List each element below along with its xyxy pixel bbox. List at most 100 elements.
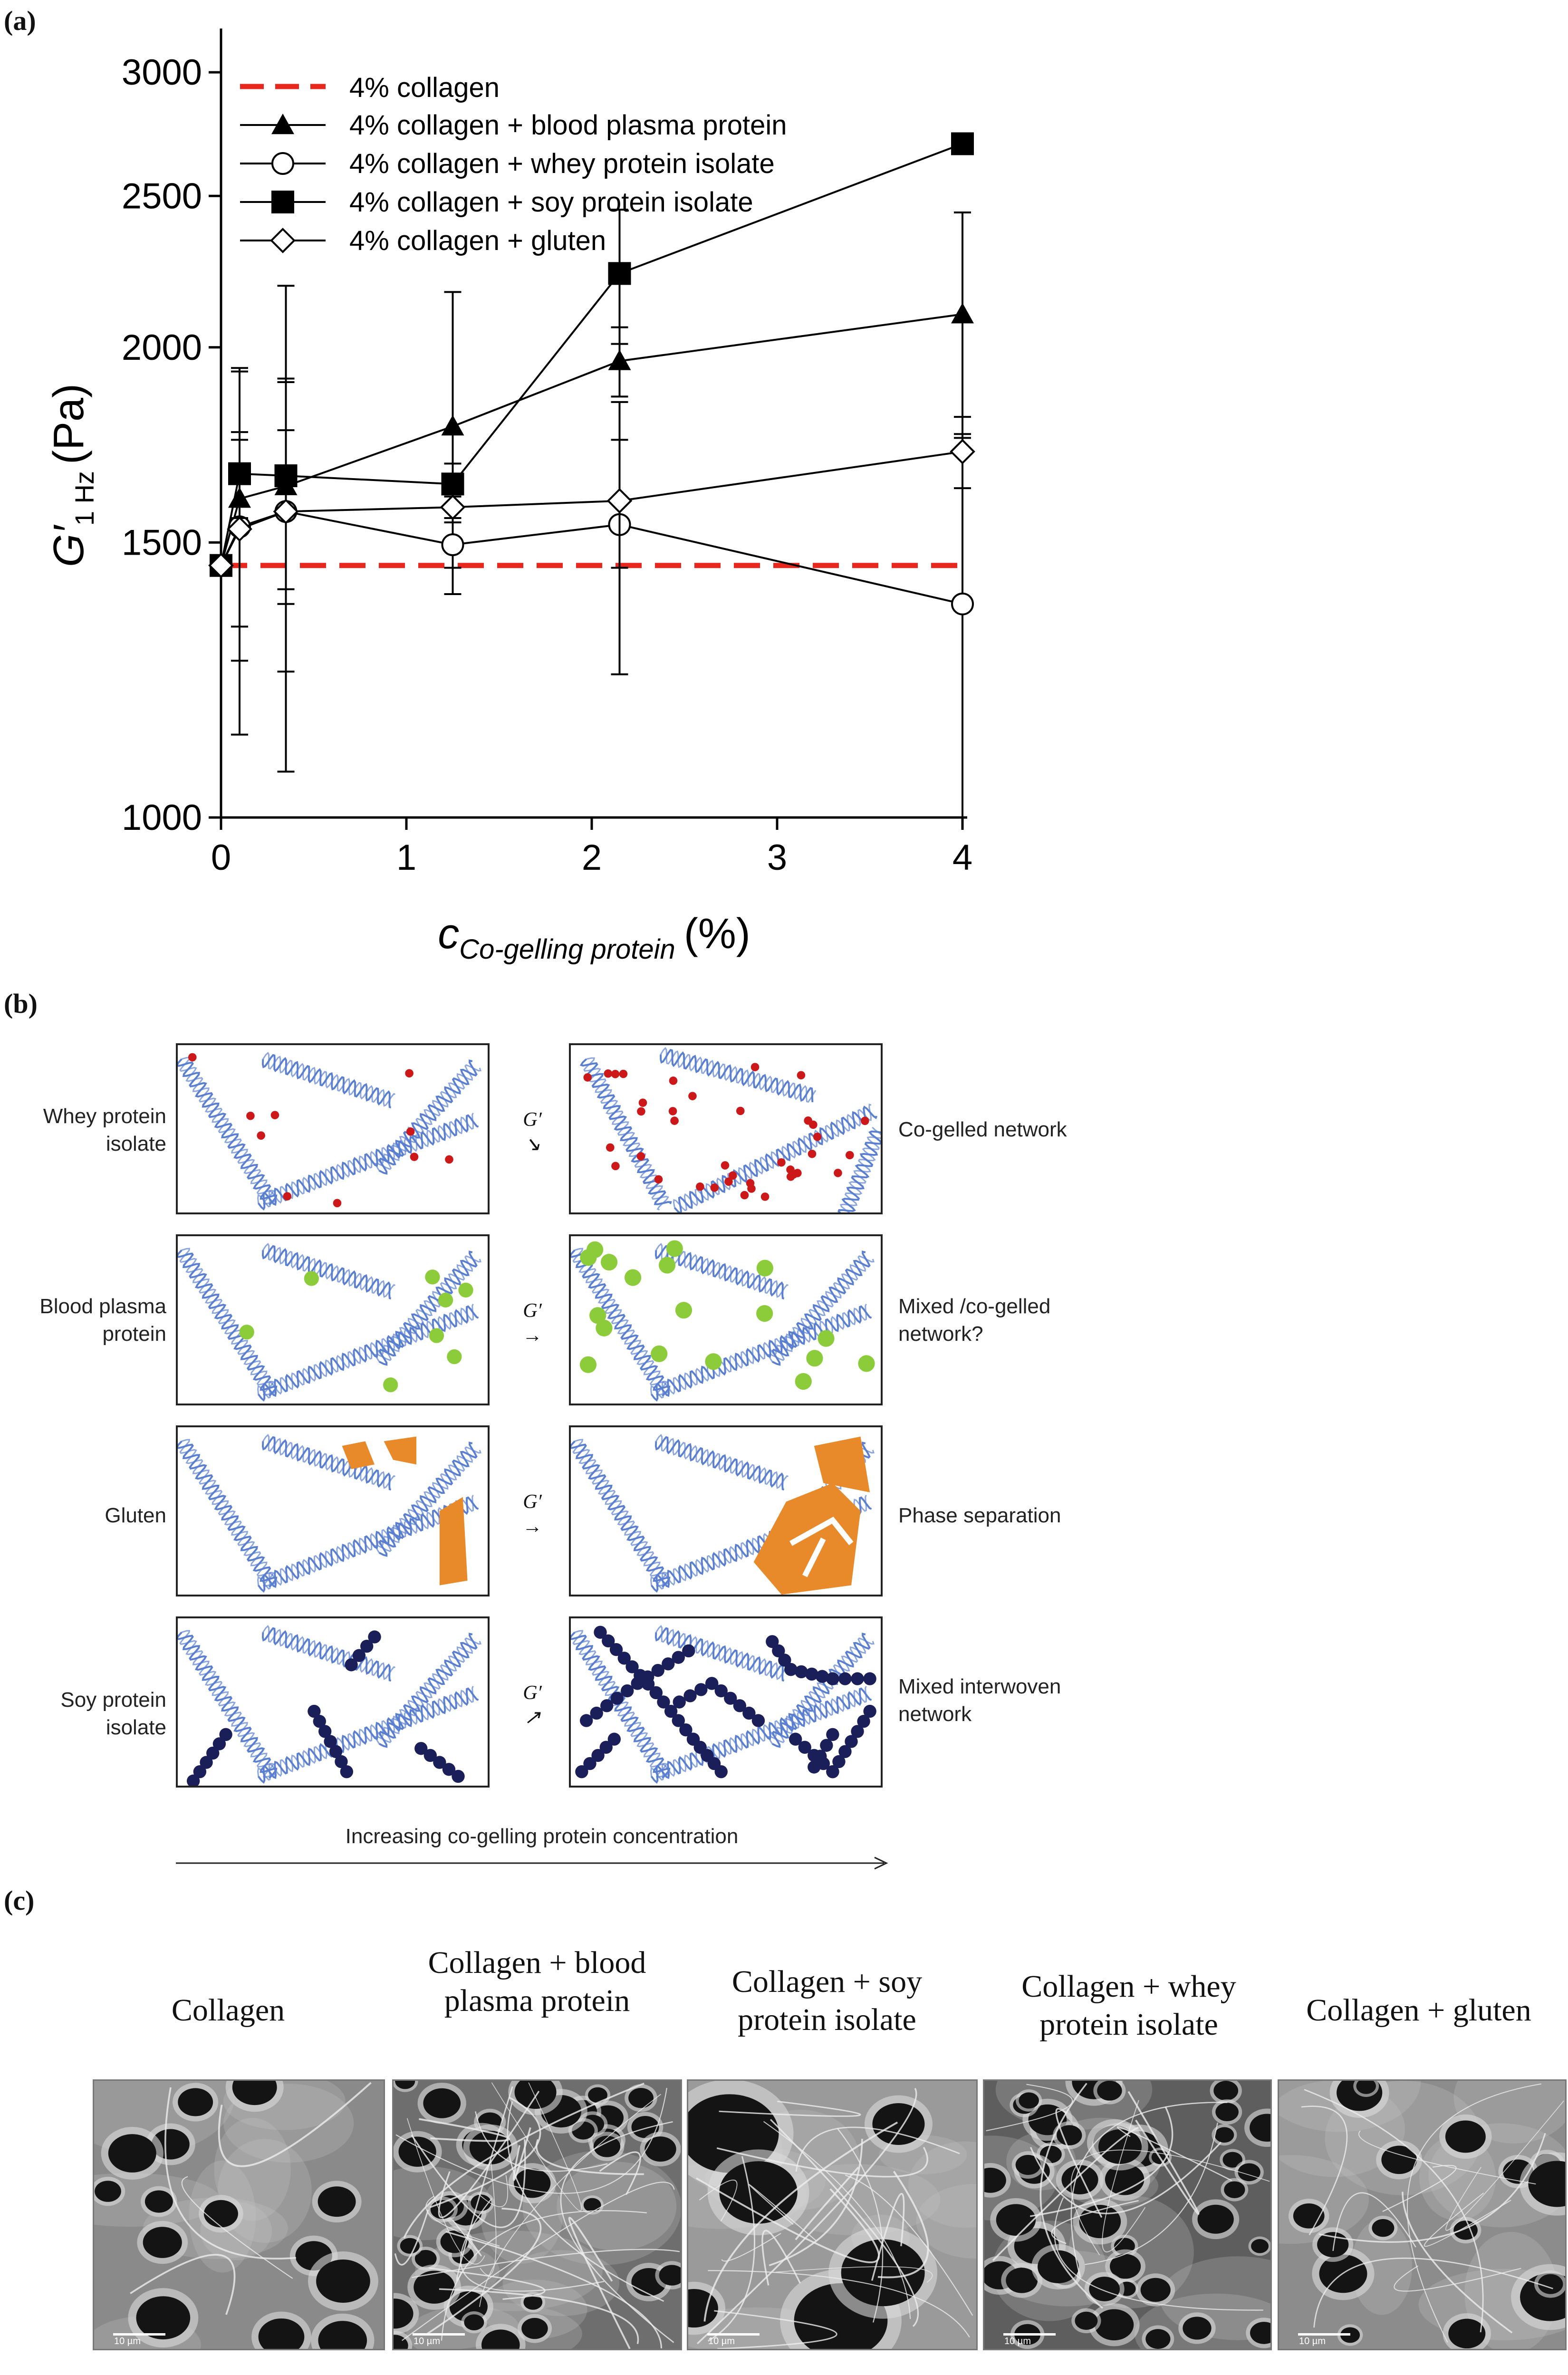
pore [178, 2088, 213, 2116]
fiber-strand [411, 2134, 526, 2228]
collagen-helix [768, 1255, 875, 1362]
pore [1145, 2329, 1171, 2349]
collagen-helix [262, 1434, 395, 1489]
soy-chain-bead [352, 1649, 366, 1662]
arrow-gluten: → [522, 1516, 542, 1538]
pore [1019, 2092, 1039, 2109]
pore [631, 2116, 659, 2138]
pore [1140, 2278, 1171, 2302]
pore [521, 2317, 548, 2339]
collagen-helix [837, 1130, 881, 1212]
collagen-helix [571, 1441, 671, 1588]
soy-chain-bead [694, 1683, 708, 1696]
protein-particle [666, 1240, 683, 1257]
protein-particle [756, 1305, 773, 1322]
protein-dot [606, 1143, 615, 1152]
protein-dot [793, 1169, 802, 1177]
fiber-strand [395, 2087, 667, 2194]
pore [400, 2238, 420, 2254]
collagen-helix [178, 1058, 278, 1206]
soy-chain-bead [579, 1714, 593, 1727]
pore [108, 2134, 156, 2173]
protein-dot [688, 1092, 697, 1100]
pore [1214, 2127, 1234, 2143]
pore [203, 2200, 238, 2228]
fiber-strand [1318, 2133, 1546, 2243]
phase-crack [789, 1517, 854, 1577]
pore [872, 2103, 925, 2145]
protein-particle [624, 1269, 642, 1286]
fiber-strand [419, 2118, 510, 2142]
diagram-plasma-low [178, 1243, 482, 1402]
protein-dot [696, 1182, 704, 1191]
protein-dot [750, 1063, 760, 1071]
pore [593, 2135, 621, 2157]
data-point [951, 132, 974, 155]
collagen-helix [650, 1686, 867, 1781]
micrograph-gluten: 10 µm [1278, 2079, 1567, 2350]
soy-chain-bead [583, 1757, 596, 1770]
collagen-helix [179, 1057, 276, 1205]
x-tick-label: 4 [952, 837, 972, 878]
collagen-helix [262, 1243, 395, 1298]
diagram-plasma-high [571, 1240, 875, 1402]
soy-chain-bead [368, 1630, 381, 1644]
diagram-gluten-low [178, 1434, 482, 1593]
fiber-strand [1402, 2192, 1513, 2334]
x-axis-label: cCo-gelling protein (%) [438, 910, 750, 965]
collagen-helix [655, 1243, 789, 1298]
pore [1445, 2120, 1486, 2153]
soy-chain-bead [649, 1686, 663, 1700]
collagen-helix [655, 1625, 789, 1680]
fiber-strand [1332, 2192, 1416, 2251]
g-indicator-soy: G′ ↗ [523, 1682, 542, 1729]
fiber-strand [1055, 2108, 1103, 2218]
scale-label: 10 µm [1299, 2336, 1326, 2346]
scale-label: 10 µm [708, 2336, 735, 2346]
protein-dot [724, 1177, 733, 1186]
panel-label-c: (c) [4, 1885, 35, 1916]
fiber-strand [479, 2094, 661, 2307]
row-label-plasma: Blood plasma protein [39, 1295, 166, 1346]
fiber-strand [1424, 2192, 1511, 2247]
protein-dot [445, 1155, 453, 1164]
pore [1057, 2125, 1082, 2145]
pore [318, 2321, 367, 2349]
soy-chain-bead [863, 1672, 876, 1685]
pore [1098, 2129, 1142, 2164]
soy-chain-bead [631, 1677, 644, 1690]
data-point [950, 439, 975, 465]
y-axis-label-main: G′ [45, 524, 93, 567]
concentration-arrow [176, 1856, 888, 1870]
pore [1015, 2154, 1041, 2175]
scale-bar [413, 2333, 465, 2336]
soy-chain-bead [423, 1749, 437, 1762]
collagen-helix [261, 1245, 392, 1300]
pore [1381, 2145, 1417, 2174]
y-axis-label: G′1 Hz (Pa) [45, 384, 99, 567]
fiber-strand [403, 2082, 645, 2239]
soy-chain-bead [591, 1749, 605, 1762]
soy-chain-bead [641, 1670, 654, 1683]
soy-chain-bead [609, 1643, 623, 1656]
protein-dot [736, 1106, 745, 1115]
box-gluten-low [176, 1425, 490, 1596]
protein-dot [636, 1152, 645, 1161]
fiber-strand [425, 2207, 542, 2336]
fiber-strand [394, 2209, 429, 2266]
soy-chain-bead [778, 1654, 791, 1667]
micrograph-title-3: Collagen + soy protein isolate [731, 1964, 923, 2037]
pore [588, 2087, 607, 2103]
legend-marker [270, 228, 296, 253]
box-whey-low [176, 1043, 490, 1214]
pore [143, 2227, 182, 2258]
x-tick-label: 1 [396, 837, 416, 878]
soy-chain-bead [599, 1740, 613, 1754]
soy-chain-bead [318, 1725, 332, 1738]
collagen-helix [579, 1058, 672, 1205]
collagen-helix [655, 1434, 789, 1489]
fiber-strand [599, 2151, 641, 2195]
fiber-strand [438, 2090, 540, 2218]
soy-chain-bead [313, 1715, 326, 1728]
scale-label: 10 µm [1004, 2336, 1031, 2346]
